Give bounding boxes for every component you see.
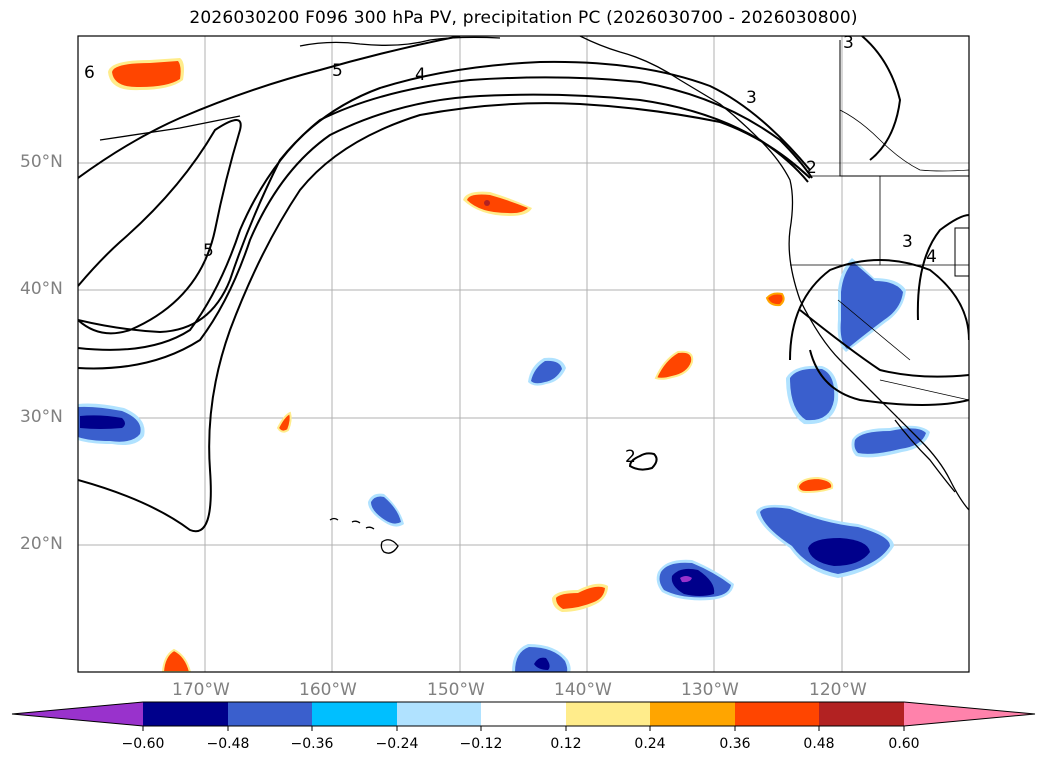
pv-contour-ne-3	[861, 36, 902, 161]
colorbar-bin	[397, 702, 481, 726]
precip-blob-ca-coast	[765, 292, 785, 307]
pv-contour-6	[78, 36, 461, 179]
colorbar-tick-label: 0.12	[550, 736, 582, 752]
pv-contours	[78, 36, 969, 533]
contour-label: 4	[415, 65, 426, 85]
lon-label: 170°W	[172, 680, 230, 700]
pv-contour-closed-5	[78, 119, 242, 335]
island-oahu	[351, 520, 361, 524]
canada-province-border	[839, 109, 969, 172]
map-border	[77, 35, 970, 673]
colorbar-bin	[735, 702, 819, 726]
state-borders-south	[790, 264, 969, 401]
colorbar-tick-label: 0.36	[719, 736, 751, 752]
precip-blob-sw-edge	[161, 648, 192, 672]
pv-contour-5	[78, 60, 811, 334]
colorbar-tick-label: 0.48	[803, 736, 835, 752]
coastlines	[99, 36, 969, 511]
colorbar-tick-label: 0.24	[634, 736, 666, 752]
precip-blob-nw-core	[112, 61, 181, 88]
contour-label: 3	[746, 88, 757, 108]
colorbar-bin	[143, 702, 228, 726]
contour-label: 3	[843, 33, 854, 53]
hawaiian-islands	[329, 517, 399, 554]
pv-contour-2	[78, 102, 811, 533]
contour-label: 5	[203, 241, 214, 261]
lon-label: 130°W	[681, 680, 739, 700]
colorbar-tick-label: −0.12	[459, 736, 503, 752]
island-big-island	[380, 539, 399, 554]
contour-label: 2	[806, 158, 817, 178]
contour-label: 2	[625, 447, 636, 467]
pv-contour-east-3	[789, 259, 969, 361]
colorbar	[11, 701, 1036, 731]
pv-contour-east-closed	[916, 214, 969, 321]
contour-label: 6	[84, 63, 95, 83]
colorbar-bin	[566, 702, 650, 726]
contour-label: 5	[332, 61, 343, 81]
precip-negative	[78, 258, 930, 672]
precip-neg-tropical-mid-core	[671, 568, 715, 596]
border-box-east	[954, 227, 969, 277]
pv-contour-small-2	[628, 452, 658, 471]
aleutian-chain	[99, 115, 241, 141]
colorbar-bin	[819, 702, 904, 726]
state-borders	[810, 175, 969, 266]
precip-neg-hawaii-core	[371, 496, 401, 524]
precip-blob-north-pacific-core	[467, 194, 528, 214]
colorbar-bin	[481, 702, 566, 726]
precip-blob-west-small	[276, 411, 292, 433]
colorbar-extend-max	[904, 702, 1035, 726]
colorbar-bin	[312, 702, 397, 726]
colorbar-tick-label: −0.48	[206, 736, 250, 752]
colorbar-tick-label: −0.60	[121, 736, 165, 752]
island-maui	[365, 526, 375, 530]
precip-neg-nevada-core	[840, 262, 903, 349]
precip-blob-north-pacific-peak	[484, 200, 490, 206]
precip-neg-ca-offshore-core	[790, 368, 835, 421]
lon-label: 160°W	[299, 680, 357, 700]
pv-contour-labels: 6 5 4 5 3 3 2 3 4 2	[84, 33, 937, 467]
precip-neg-tropical-mid-peak	[680, 576, 692, 583]
colorbar-tick-label: −0.36	[290, 736, 334, 752]
map-title: 2026030200 F096 300 hPa PV, precipitatio…	[189, 8, 858, 28]
precip-blob-south-core	[556, 586, 605, 609]
lat-label: 40°N	[20, 279, 63, 299]
colorbar-tick-label: −0.24	[375, 736, 419, 752]
lat-label: 30°N	[20, 407, 63, 427]
contour-label: 4	[926, 247, 937, 267]
colorbar-bin	[228, 702, 312, 726]
baja-coastline	[894, 419, 956, 493]
colorbar-tick-label: 0.60	[888, 736, 920, 752]
lat-label: 20°N	[20, 534, 63, 554]
lon-label: 150°W	[427, 680, 485, 700]
colorbar-ticks	[142, 726, 905, 731]
precip-neg-south-core	[534, 657, 550, 670]
precip-positive	[108, 58, 834, 672]
colorbar-bin	[650, 702, 735, 726]
island-kauai	[329, 517, 339, 521]
precip-blob-baja	[796, 476, 834, 494]
pv-contour-east-4	[799, 309, 969, 378]
precip-neg-tropical-east-core	[808, 538, 870, 566]
precip-neg-mid-core	[531, 360, 562, 384]
colorbar-extend-min	[12, 702, 143, 726]
precip-blob-mid	[654, 350, 694, 380]
precip-neg-mexico-core	[854, 428, 926, 454]
aleutian-coastline	[299, 36, 501, 47]
lon-label: 140°W	[554, 680, 612, 700]
lon-label: 120°W	[809, 680, 867, 700]
pv-contour-3	[78, 93, 809, 370]
pv-contour-4	[78, 76, 813, 351]
contour-label: 3	[902, 232, 913, 252]
precip-neg-west-core	[80, 415, 125, 429]
lat-label: 50°N	[20, 152, 63, 172]
north-america-coastline	[579, 36, 969, 511]
pv-contour-east-2	[809, 349, 969, 406]
